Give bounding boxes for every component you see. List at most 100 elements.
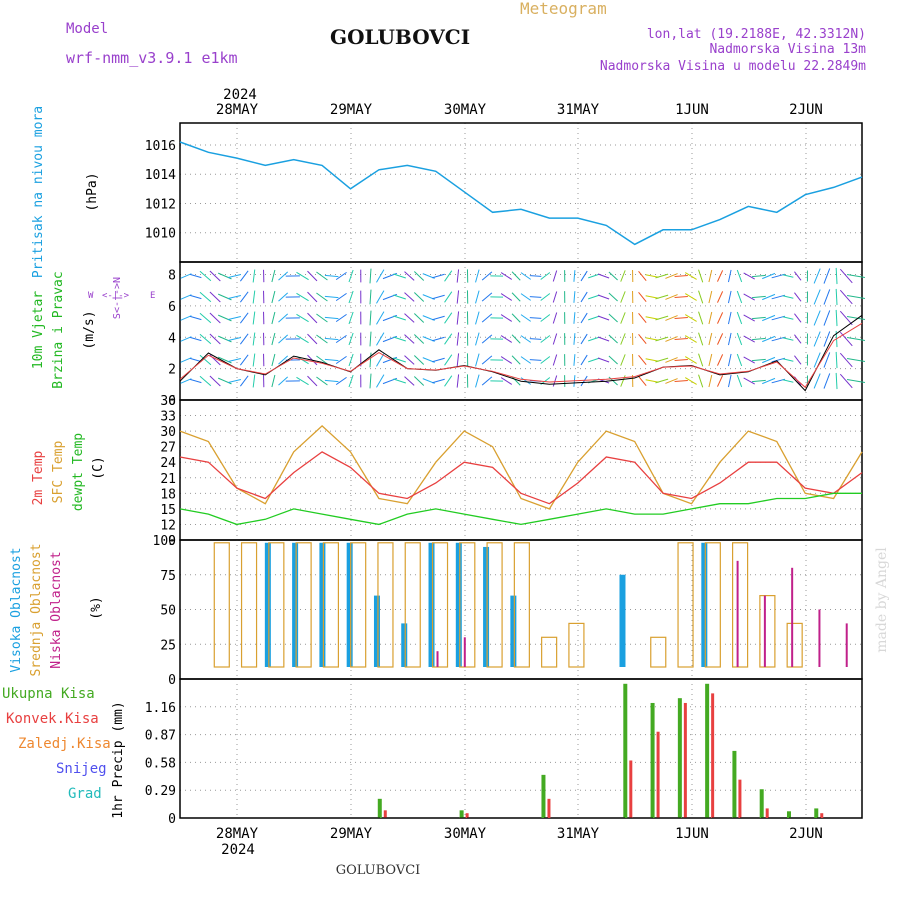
wind-arrow <box>699 312 703 325</box>
wind-arrow <box>840 269 852 283</box>
wind-arrow <box>432 337 444 340</box>
wind-arrow <box>744 315 755 321</box>
wind-arrow <box>240 292 248 302</box>
wind-arrow <box>639 376 647 385</box>
wind-arrow <box>325 317 339 318</box>
wind-arrow <box>521 357 531 364</box>
y-tick-label: 4 <box>168 331 176 346</box>
wind-arrows <box>181 268 865 389</box>
wind-arrow <box>621 375 625 386</box>
wind-arrow <box>553 355 556 366</box>
wind-arrow <box>414 293 423 302</box>
wind-arrow <box>253 270 255 283</box>
cloud-mid-bar <box>269 543 284 667</box>
wind-arrow <box>709 354 712 366</box>
wind-direction-legend: S<-|->N W E <-|-> <box>88 277 155 319</box>
wind-arrow <box>530 276 541 277</box>
precip-total-bar <box>623 684 627 818</box>
wind-arrow <box>655 337 668 341</box>
precip-total-bar <box>541 775 545 818</box>
cloud-high-bar <box>483 547 489 667</box>
day-label-top: 1JUN <box>675 102 709 118</box>
wind-arrow <box>457 311 458 324</box>
wind-arrow <box>752 317 766 318</box>
wind-arrow <box>752 275 766 276</box>
wind-arrow <box>228 296 241 299</box>
wind-arrow <box>218 336 231 342</box>
wind-arrow <box>432 274 444 277</box>
cloud-low-bar <box>791 568 793 667</box>
cloud-mid-bar <box>296 543 311 667</box>
wind-arrow <box>553 313 556 324</box>
wind-arrow <box>728 375 731 387</box>
wind-arrow <box>836 352 837 368</box>
y-tick-label: 50 <box>160 604 176 619</box>
wind-arrow <box>316 293 327 301</box>
wind-arrow <box>253 354 255 367</box>
wind-arrow <box>783 380 794 382</box>
wind-arrow <box>393 337 405 341</box>
wind-arrow <box>588 274 599 278</box>
wind-arrow <box>553 334 556 345</box>
wind-arrow <box>405 293 415 302</box>
wind-arrow <box>376 312 383 325</box>
cloud-mid-bar <box>651 637 666 667</box>
wind-arrow <box>253 375 255 388</box>
temp2m-label: 2m Temp <box>31 450 46 505</box>
wind-arrow <box>370 269 371 284</box>
day-label-top: 29MAY <box>330 102 373 118</box>
wind-arrow <box>541 336 550 343</box>
wind-arrow <box>376 333 383 346</box>
year-top: 2024 <box>223 87 257 103</box>
wind-arrow <box>588 316 599 320</box>
day-label-top: 2JUN <box>789 102 823 118</box>
wind-arrow <box>574 291 575 303</box>
wind-arrow <box>598 358 609 362</box>
wind-arrow <box>432 295 444 298</box>
wind-arrow <box>574 333 575 345</box>
precip-total-bar <box>760 789 764 818</box>
wind-arrow <box>655 358 668 362</box>
wind-arrow <box>210 334 220 344</box>
panel-frame <box>180 123 862 262</box>
day-label-bottom: 28MAY <box>216 826 259 842</box>
wind-arrow <box>553 376 556 387</box>
wind-arrow <box>370 374 371 389</box>
day-label-bottom: 1JUN <box>675 826 709 842</box>
precip-conv-bar <box>711 693 714 818</box>
cloud-mid-bar <box>433 543 448 667</box>
wind-arrow <box>432 316 444 319</box>
wind-arrow <box>814 269 820 284</box>
cloud-high-bar <box>292 543 298 667</box>
wind-arrow <box>824 373 830 388</box>
wind-arrow <box>218 273 231 279</box>
wind-arrow <box>581 292 587 302</box>
y-tick-label: 0.58 <box>145 756 176 771</box>
wind-arrow <box>717 375 722 386</box>
day-label-bottom: 30MAY <box>444 826 487 842</box>
model-altitude-text: Nadmorska Visina u modelu 22.2849m <box>600 59 866 74</box>
wind-arrow <box>210 292 220 302</box>
wind-arrow <box>752 296 766 297</box>
wind-arrow <box>272 354 275 366</box>
precip-conv-bar <box>657 732 660 818</box>
wind-arrow <box>521 336 531 343</box>
wind-arrow <box>228 359 241 362</box>
wind-arrow <box>646 275 659 278</box>
wind-arrow <box>794 335 801 344</box>
cloud-mid-label: Srednja Oblacnost <box>29 543 44 676</box>
wind-arrow <box>457 290 458 303</box>
y-tick-label: 25 <box>160 638 176 653</box>
sfc-temp-line <box>180 426 862 509</box>
wind-arrow <box>588 358 599 362</box>
wind-arrow <box>598 316 609 320</box>
wind-arrow <box>581 271 587 281</box>
wind-arrow <box>414 272 423 281</box>
precip-total-bar <box>460 810 464 818</box>
precip-legend-snow: Snijeg <box>56 761 107 777</box>
wind-arrow <box>336 272 346 279</box>
wind-arrow <box>200 271 211 281</box>
